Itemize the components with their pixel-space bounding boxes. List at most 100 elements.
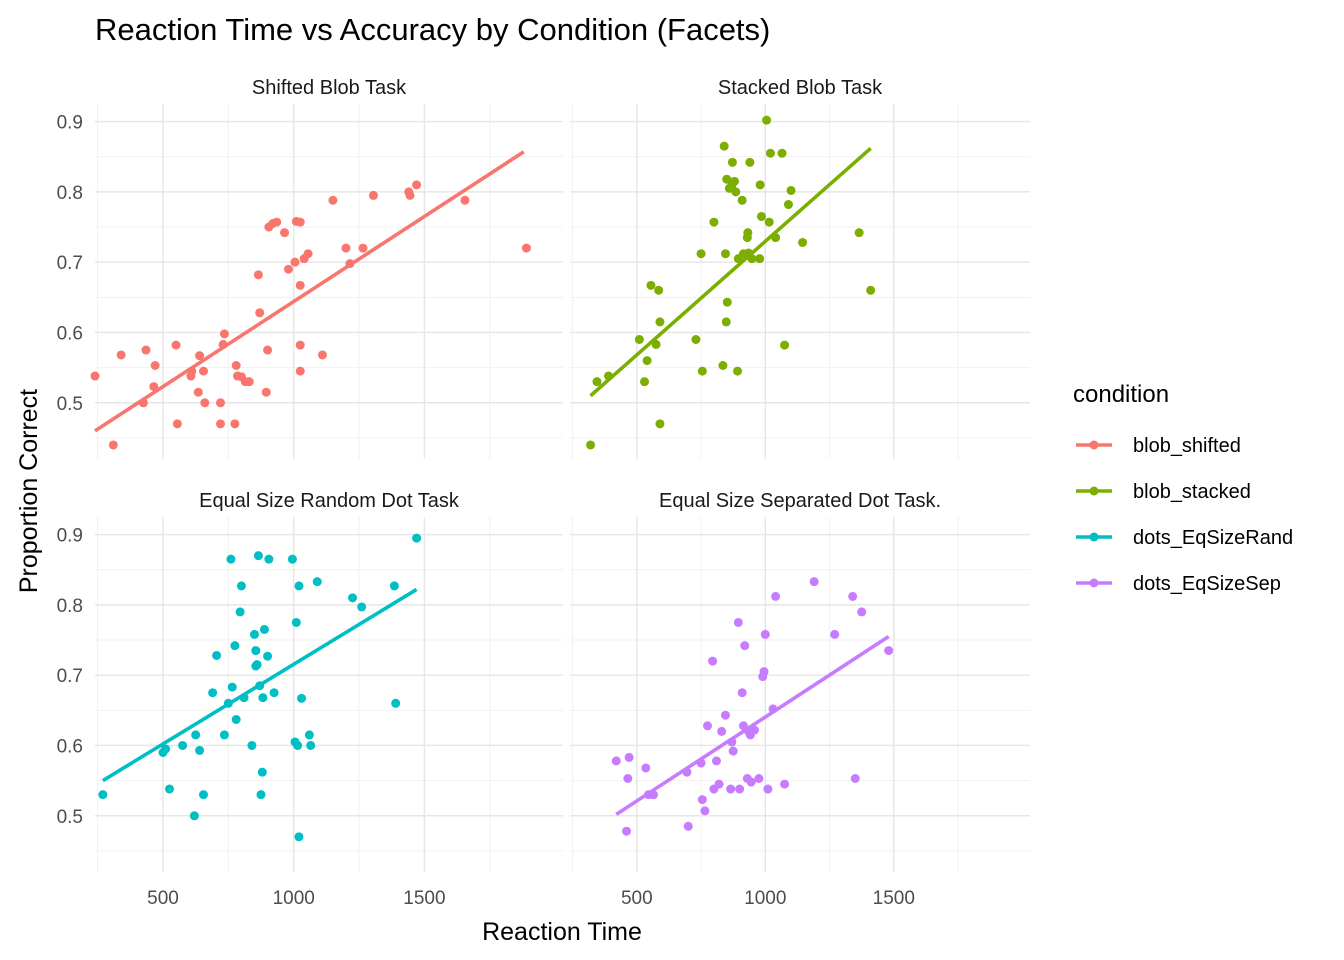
data-point xyxy=(251,646,261,656)
data-point xyxy=(212,650,222,660)
data-point xyxy=(743,228,753,238)
data-point xyxy=(295,340,305,350)
data-point xyxy=(809,577,819,587)
data-point xyxy=(357,602,367,612)
facet-panel-shifted-blob-task: Shifted Blob Task 0.5 0.6 0.7 0.8 0.9 xyxy=(57,77,563,459)
data-point xyxy=(236,581,246,591)
data-point xyxy=(412,533,422,543)
data-point xyxy=(195,745,205,755)
data-point xyxy=(697,795,707,805)
data-point xyxy=(280,228,290,238)
data-point xyxy=(191,730,201,740)
x-axis-title: Reaction Time xyxy=(482,918,642,946)
data-point xyxy=(226,554,236,564)
data-point xyxy=(208,688,218,698)
data-point xyxy=(696,249,706,259)
data-point xyxy=(762,115,772,125)
data-point xyxy=(714,779,724,789)
data-point xyxy=(866,285,876,295)
data-point xyxy=(740,641,750,651)
data-point xyxy=(172,419,182,429)
facet-panel-equal-size-random-dot-task: Equal Size Random Dot Task 0.5 0.6 0.7 0.8 0.… xyxy=(57,490,563,909)
data-point xyxy=(722,297,732,307)
data-point xyxy=(745,157,755,167)
legend-key-point xyxy=(1089,440,1099,450)
data-point xyxy=(700,806,710,816)
data-point xyxy=(586,440,596,450)
data-point xyxy=(291,617,301,627)
data-point xyxy=(108,440,118,450)
data-point xyxy=(729,176,739,186)
data-point xyxy=(622,826,632,836)
x-tick-label: 1500 xyxy=(873,888,915,909)
facet-strip-label: Equal Size Separated Dot Task. xyxy=(659,490,941,512)
data-point xyxy=(854,228,864,238)
data-point xyxy=(297,693,307,703)
legend-entry-dots-eqsizesep: dots_EqSizeSep xyxy=(1076,573,1281,595)
data-point xyxy=(189,811,199,821)
data-point xyxy=(312,577,322,587)
data-point xyxy=(654,285,664,295)
data-point xyxy=(269,688,279,698)
data-point xyxy=(655,419,665,429)
legend-key-point xyxy=(1089,486,1099,496)
data-point xyxy=(711,756,721,766)
data-point xyxy=(328,195,338,205)
data-point xyxy=(830,629,840,639)
data-point xyxy=(727,157,737,167)
data-point xyxy=(215,419,225,429)
data-point xyxy=(348,593,358,603)
data-point xyxy=(253,551,263,561)
data-point xyxy=(294,832,304,842)
data-point xyxy=(178,740,188,750)
data-point xyxy=(642,356,652,366)
data-point xyxy=(733,617,743,627)
data-point xyxy=(640,377,650,387)
data-point xyxy=(756,211,766,221)
data-point xyxy=(258,693,268,703)
chart-title: Reaction Time vs Accuracy by Condition (… xyxy=(95,12,770,47)
x-tick-label: 1500 xyxy=(403,888,445,909)
data-point xyxy=(264,554,274,564)
data-point xyxy=(263,651,273,661)
data-point xyxy=(709,217,719,227)
data-point xyxy=(341,243,351,253)
x-tick-label: 1000 xyxy=(744,888,786,909)
legend-label: blob_shifted xyxy=(1133,435,1241,457)
data-point xyxy=(287,554,297,564)
data-point xyxy=(368,190,378,200)
data-point xyxy=(215,398,225,408)
data-point xyxy=(683,821,693,831)
facet-strip-label: Shifted Blob Task xyxy=(252,77,407,99)
data-point xyxy=(412,180,422,190)
data-point xyxy=(405,190,415,200)
data-point xyxy=(777,148,787,158)
facet-panel-equal-size-separated-dot-task: Equal Size Separated Dot Task. 500 1000 150… xyxy=(570,490,1030,909)
data-point xyxy=(521,243,531,253)
data-point xyxy=(771,591,781,601)
data-point xyxy=(116,350,126,360)
data-point xyxy=(720,249,730,259)
data-point xyxy=(231,714,241,724)
data-point xyxy=(259,624,269,634)
data-point xyxy=(857,607,867,617)
data-point xyxy=(293,740,303,750)
data-point xyxy=(884,646,894,656)
data-point xyxy=(193,387,203,397)
data-point xyxy=(623,774,633,784)
data-point xyxy=(728,746,738,756)
data-point xyxy=(460,195,470,205)
facet-panel-stacked-blob-task: Stacked Blob Task xyxy=(570,77,1030,459)
facet-strip-label: Equal Size Random Dot Task xyxy=(199,490,460,512)
data-point xyxy=(759,667,769,677)
data-point xyxy=(263,345,273,355)
y-tick-label: 0.6 xyxy=(57,323,83,344)
data-point xyxy=(294,581,304,591)
legend-label: blob_stacked xyxy=(1133,481,1251,503)
data-point xyxy=(150,361,160,371)
data-point xyxy=(249,629,259,639)
data-point xyxy=(702,721,712,731)
y-tick-label: 0.5 xyxy=(57,394,83,415)
data-point xyxy=(257,767,267,777)
